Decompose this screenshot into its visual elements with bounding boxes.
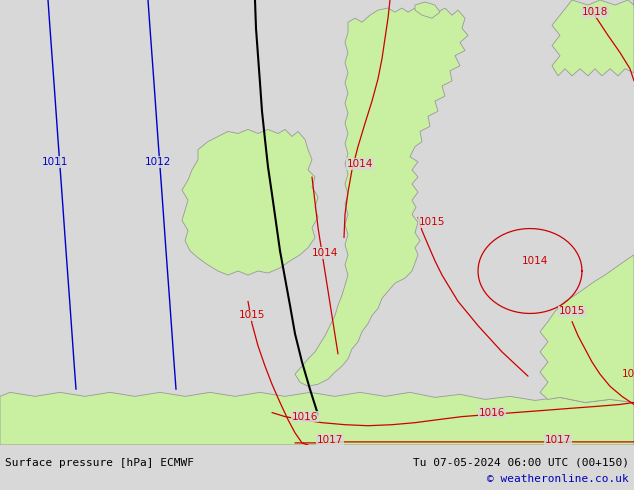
Text: 1011: 1011 (42, 157, 68, 167)
Polygon shape (182, 129, 318, 275)
Text: 1016: 1016 (479, 408, 505, 417)
Text: 1015: 1015 (239, 311, 265, 320)
Text: Surface pressure [hPa] ECMWF: Surface pressure [hPa] ECMWF (5, 458, 194, 468)
Text: 1017: 1017 (317, 435, 343, 445)
Polygon shape (552, 0, 634, 76)
Polygon shape (540, 255, 634, 402)
Text: 1018: 1018 (582, 7, 608, 17)
Text: 1014: 1014 (522, 256, 548, 266)
Text: © weatheronline.co.uk: © weatheronline.co.uk (488, 474, 629, 484)
Text: 1015: 1015 (419, 218, 445, 227)
Polygon shape (0, 392, 634, 445)
Polygon shape (295, 8, 468, 386)
Text: 1017: 1017 (545, 435, 571, 445)
Polygon shape (415, 2, 440, 18)
Text: 1015: 1015 (559, 306, 585, 317)
Text: 1014: 1014 (312, 248, 338, 258)
Text: 1014: 1014 (347, 159, 373, 169)
Text: Tu 07-05-2024 06:00 UTC (00+150): Tu 07-05-2024 06:00 UTC (00+150) (413, 458, 629, 468)
Text: 1016: 1016 (292, 412, 318, 421)
Text: 1012: 1012 (145, 157, 171, 167)
Text: 101: 101 (622, 369, 634, 379)
